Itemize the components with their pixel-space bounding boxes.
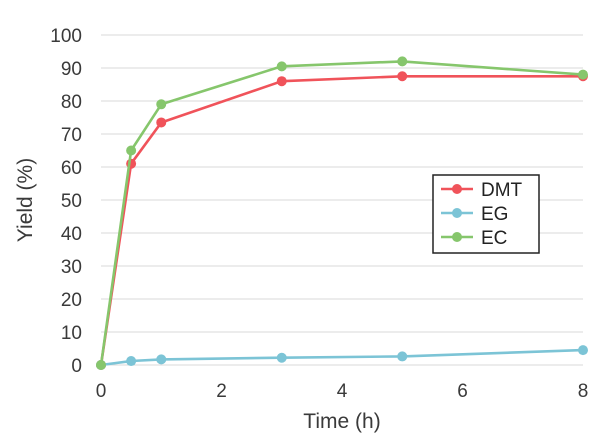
y-tick-label: 30 bbox=[61, 257, 82, 278]
y-tick-label: 90 bbox=[61, 59, 82, 80]
legend-ec-marker bbox=[452, 232, 462, 242]
legend-dmt-marker bbox=[452, 184, 462, 194]
series-eg bbox=[96, 345, 588, 370]
y-tick-label: 20 bbox=[61, 290, 82, 311]
x-axis-label: Time (h) bbox=[303, 410, 380, 433]
series-dmt-point bbox=[156, 117, 167, 128]
legend: DMT EG EC bbox=[432, 174, 540, 254]
y-tick-label: 0 bbox=[71, 356, 82, 377]
legend-item-ec: EC bbox=[441, 228, 507, 249]
x-tick-label: 4 bbox=[337, 381, 348, 402]
series-ec-point bbox=[156, 99, 167, 110]
series-layer bbox=[96, 56, 588, 370]
y-tick-label: 70 bbox=[61, 125, 82, 146]
x-tick-label: 8 bbox=[578, 381, 589, 402]
series-ec-point bbox=[126, 145, 137, 156]
x-tick-label: 0 bbox=[96, 381, 107, 402]
series-ec-line bbox=[99, 60, 584, 366]
legend-eg-marker bbox=[452, 208, 462, 218]
series-dmt-point bbox=[276, 76, 287, 87]
legend-item-dmt: DMT bbox=[441, 180, 523, 201]
series-ec bbox=[96, 56, 588, 370]
series-dmt-line bbox=[99, 75, 583, 366]
series-eg-point bbox=[578, 345, 588, 356]
series-eg-point bbox=[397, 351, 408, 362]
legend-item-eg: EG bbox=[441, 204, 508, 225]
y-tick-label: 80 bbox=[61, 92, 82, 113]
series-eg-point bbox=[126, 356, 137, 367]
series-eg-point bbox=[276, 352, 287, 363]
y-tick-label: 40 bbox=[61, 224, 82, 245]
y-tick-label: 100 bbox=[50, 26, 82, 47]
y-tick-label: 60 bbox=[61, 158, 82, 179]
series-eg-point bbox=[156, 354, 167, 365]
legend-ec-label: EC bbox=[481, 228, 507, 249]
series-eg-line bbox=[100, 348, 584, 367]
y-tick-label: 10 bbox=[61, 323, 82, 344]
y-axis-label: Yield (%) bbox=[14, 158, 37, 242]
series-dmt-point bbox=[397, 71, 408, 82]
y-tick-label: 50 bbox=[61, 191, 82, 212]
series-ec-point bbox=[397, 56, 408, 67]
legend-eg-label: EG bbox=[481, 204, 508, 225]
x-tick-label: 6 bbox=[457, 381, 468, 402]
series-ec-point bbox=[276, 61, 287, 72]
series-ec-point bbox=[96, 360, 106, 370]
legend-dmt-label: DMT bbox=[481, 180, 523, 201]
y-axis-ticks: 0 10 20 30 40 50 60 70 80 90 100 bbox=[50, 26, 82, 377]
series-ec-point bbox=[578, 69, 588, 80]
x-tick-label: 2 bbox=[216, 381, 227, 402]
x-axis-ticks: 0 2 4 6 8 bbox=[96, 381, 589, 402]
